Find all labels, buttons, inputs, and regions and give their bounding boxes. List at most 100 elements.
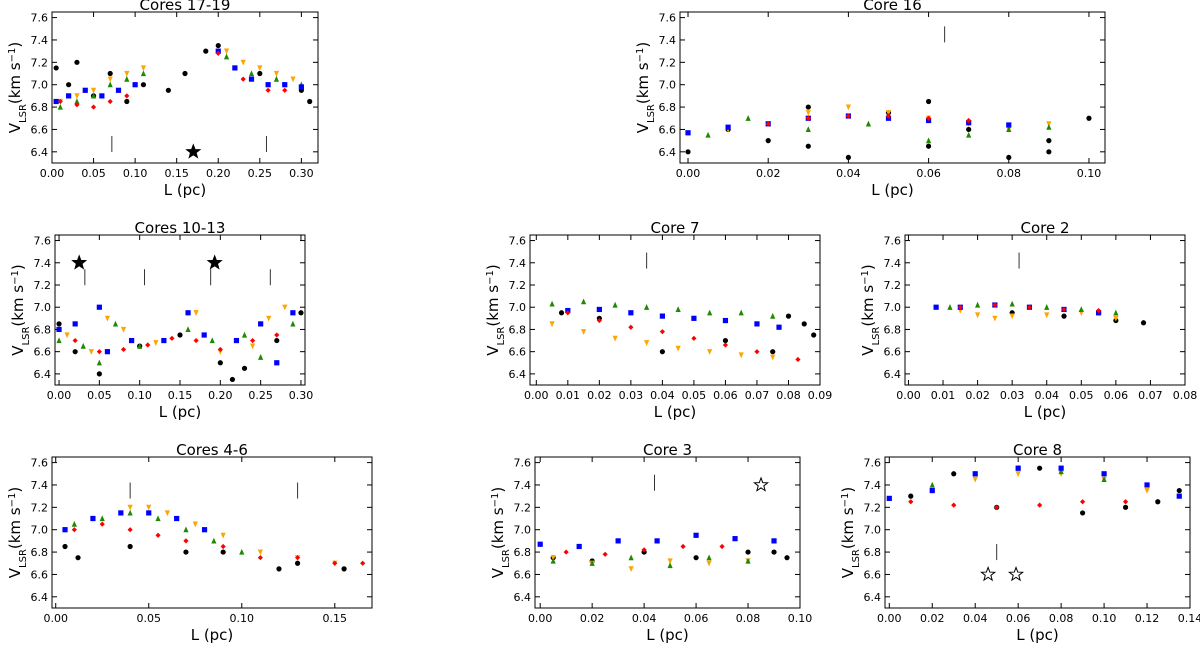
x-tick-label: 0.05 (87, 389, 112, 402)
x-tick-label: 0.05 (1069, 389, 1094, 402)
point (155, 532, 161, 538)
y-axis-label-part: ) (6, 42, 24, 48)
point (1078, 306, 1084, 313)
y-axis-label-part: LSR (501, 549, 512, 568)
point (104, 349, 111, 355)
point (947, 304, 953, 310)
y-axis-label: VLSR(km s−1) (489, 487, 512, 578)
y-axis-label-part: −1 (10, 270, 21, 285)
y-axis-label-part: −1 (7, 493, 18, 508)
point (1080, 499, 1086, 505)
y-axis-label: VLSR(km s−1) (9, 264, 32, 355)
y-axis-label-part: V (634, 122, 652, 133)
y-axis-label-part: V (9, 345, 27, 356)
star (753, 476, 770, 492)
plot-area (685, 98, 1092, 161)
x-tick-label: 0.00 (47, 389, 72, 402)
point (537, 541, 543, 547)
point (1176, 487, 1182, 494)
x-axis-label: L (pc) (1016, 626, 1059, 644)
x-tick-label: 0.01 (556, 389, 581, 402)
point (107, 70, 113, 77)
y-tick-label: 6.8 (884, 323, 902, 336)
x-tick-label: 0.06 (1104, 389, 1129, 402)
x-tick-label: 0.05 (682, 389, 707, 402)
axes-frame (534, 456, 801, 609)
y-axis-label-part: ) (9, 264, 27, 270)
point (580, 329, 587, 335)
point (845, 113, 851, 119)
y-tick-label: 6.6 (514, 568, 532, 581)
point (693, 555, 699, 561)
star (980, 566, 997, 582)
point (96, 304, 102, 310)
y-axis-label-part: ) (859, 264, 877, 270)
point (1026, 304, 1033, 310)
point (1122, 504, 1129, 510)
x-tick-label: 0.09 (808, 389, 833, 402)
x-tick-label: 0.14 (1178, 612, 1200, 625)
point (182, 70, 188, 77)
point (685, 149, 691, 155)
point (53, 98, 59, 105)
x-tick-label: 0.20 (208, 389, 233, 402)
point (992, 315, 998, 322)
point (183, 549, 189, 555)
point (805, 115, 811, 121)
point (951, 502, 957, 508)
point (240, 76, 246, 82)
point (332, 560, 338, 566)
x-tick-label: 0.02 (580, 612, 605, 625)
y-axis-label-part: −1 (7, 48, 18, 63)
axes-frame (529, 234, 821, 386)
y-tick-label: 6.6 (659, 123, 677, 136)
y-tick-label: 7.0 (34, 301, 52, 314)
y-tick-label: 6.4 (509, 368, 527, 381)
panel: 6.4 6.6 6.8 7.0 7.2 7.4 7.6 0.00 0.05 0.10 0.15 0.2… (6, 0, 319, 199)
point (104, 315, 111, 322)
point (1015, 465, 1021, 471)
y-axis-label-part: (km s (9, 285, 27, 327)
point (615, 538, 621, 544)
x-tick-label: 0.08 (776, 389, 801, 402)
point (266, 315, 272, 322)
x-tick-label: 0.08 (1049, 612, 1074, 625)
y-tick-label: 6.4 (31, 146, 49, 159)
x-tick-label: 0.02 (920, 612, 945, 625)
point (185, 310, 191, 316)
point (596, 317, 602, 324)
point (241, 365, 248, 371)
point (248, 76, 255, 82)
point (738, 352, 744, 359)
point (257, 65, 263, 72)
plot-area (537, 532, 790, 573)
point (64, 332, 70, 339)
point (865, 120, 872, 127)
plot-area (53, 42, 313, 110)
point (1044, 312, 1050, 319)
point (805, 126, 811, 133)
y-tick-label: 7.6 (864, 457, 882, 470)
x-tick-label: 0.04 (632, 612, 657, 625)
point (706, 554, 712, 561)
point (1144, 482, 1150, 488)
point (589, 560, 595, 566)
x-tick-label: 0.07 (1138, 389, 1163, 402)
point (885, 110, 892, 116)
x-tick-label: 0.01 (931, 389, 956, 402)
point (738, 309, 744, 316)
point (563, 549, 569, 555)
x-tick-label: 0.00 (896, 389, 921, 402)
point (811, 332, 817, 338)
point (805, 143, 811, 149)
point (1046, 138, 1052, 144)
plot-area (62, 504, 366, 572)
y-tick-label: 7.6 (509, 235, 527, 248)
x-tick-label: 0.00 (877, 612, 902, 625)
panel: 6.4 6.6 6.8 7.0 7.2 7.4 7.6 0.00 0.02 0.04 0.06 0.0… (634, 0, 1106, 199)
point (770, 349, 776, 355)
panel: 6.4 6.6 6.8 7.0 7.2 7.4 7.6 0.00 0.02 0.04 0.06 0.0… (839, 441, 1200, 644)
point (257, 549, 263, 556)
point (290, 320, 296, 327)
